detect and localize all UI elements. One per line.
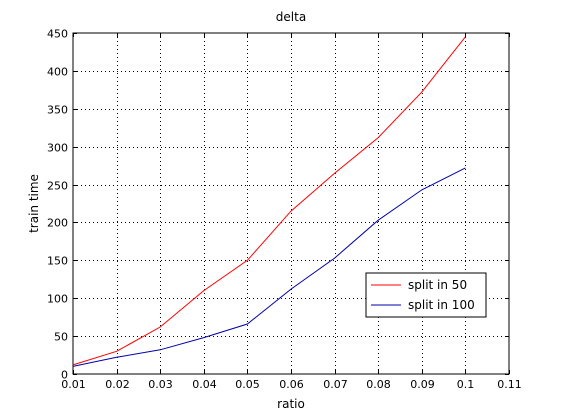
x-tick-label: 0.09 (410, 378, 435, 391)
legend-label-split-100: split in 100 (408, 298, 475, 312)
y-tick-label: 200 (47, 217, 68, 230)
y-tick-label: 0 (61, 369, 68, 382)
x-tick-label: 0.08 (366, 378, 391, 391)
y-tick-label: 350 (47, 104, 68, 117)
y-tick-label: 100 (47, 293, 68, 306)
y-tick-label: 300 (47, 142, 68, 155)
legend-label-split-50: split in 50 (408, 278, 467, 292)
chart-title: delta (276, 10, 306, 24)
y-axis-label: train time (27, 174, 41, 233)
series-line-split-100 (72, 167, 466, 367)
legend-box (365, 272, 487, 318)
x-tick-label: 0.11 (497, 378, 522, 391)
axis-ticks (73, 33, 510, 375)
grid-lines (73, 33, 509, 374)
plot-area (72, 32, 510, 375)
series-layer (72, 36, 466, 367)
y-tick-label: 400 (47, 66, 68, 79)
legend: split in 50 split in 100 (365, 272, 487, 318)
y-tick-label: 450 (47, 28, 68, 41)
tick-labels: 0.01 0.02 0.03 0.04 0.05 0.06 0.07 0.08 0.09 0.1 0… (47, 28, 522, 392)
x-tick-label: 0.01 (61, 378, 86, 391)
x-tick-label: 0.03 (148, 378, 173, 391)
x-tick-label: 0.02 (105, 378, 130, 391)
y-tick-label: 150 (47, 255, 68, 268)
x-tick-label: 0.07 (323, 378, 348, 391)
y-tick-label: 50 (54, 331, 68, 344)
x-tick-label: 0.06 (279, 378, 304, 391)
y-tick-label: 250 (47, 180, 68, 193)
series-line-split-50 (72, 36, 466, 366)
x-tick-label: 0.05 (235, 378, 260, 391)
x-tick-label: 0.1 (457, 378, 475, 391)
x-axis-label: ratio (277, 397, 305, 411)
x-tick-label: 0.04 (192, 378, 217, 391)
